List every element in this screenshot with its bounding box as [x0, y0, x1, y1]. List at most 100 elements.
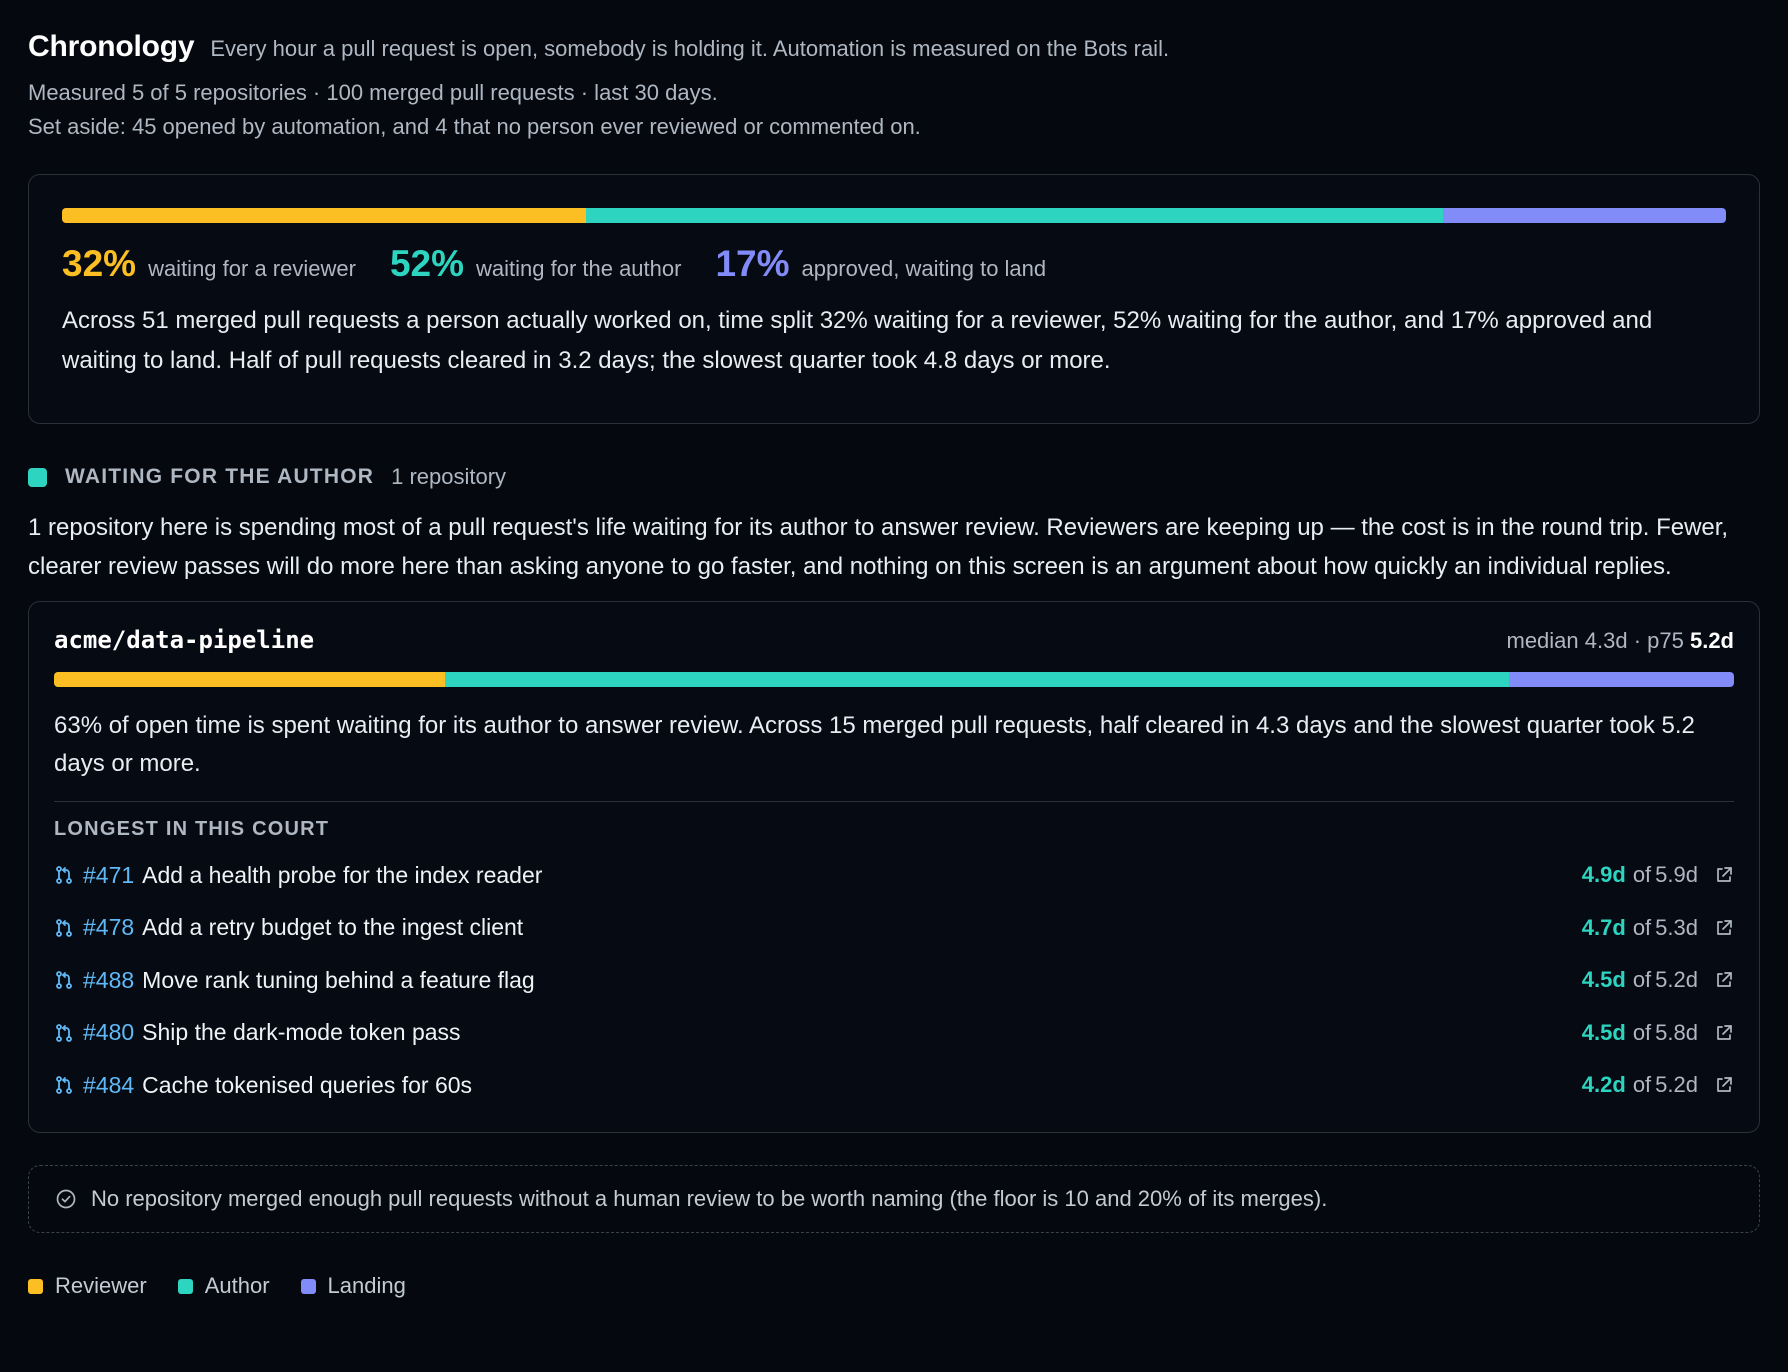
pr-waited-duration: 4.7d: [1581, 914, 1626, 940]
pr-row-right: 4.5d of 5.2d: [1582, 967, 1734, 993]
repo-median-label: median 4.3d · p75: [1506, 628, 1684, 653]
external-link-icon[interactable]: [1714, 918, 1734, 938]
pr-title[interactable]: Add a health probe for the index reader: [142, 861, 543, 888]
pr-number-link[interactable]: #488: [83, 966, 135, 993]
repo-timing-stats: median 4.3d · p75 5.2d: [1507, 628, 1735, 654]
pr-of-label: of: [1632, 967, 1652, 993]
stat-label: waiting for the author: [476, 256, 682, 281]
pr-number-link[interactable]: #480: [83, 1019, 135, 1046]
pull-request-icon: [54, 970, 74, 990]
repo-split-bar: [54, 672, 1734, 687]
bar-segment-reviewer: [62, 208, 587, 223]
pr-row-right: 4.5d of 5.8d: [1582, 1020, 1734, 1046]
pr-row-left: #478 Add a retry budget to the ingest cl…: [54, 914, 523, 941]
bar-segment-reviewer: [54, 672, 446, 687]
repo-header: acme/data-pipeline median 4.3d · p75 5.2…: [54, 626, 1734, 654]
section-header-waiting-for-author: WAITING FOR THE AUTHOR 1 repository: [28, 462, 1760, 492]
external-link-icon[interactable]: [1714, 1075, 1734, 1095]
pull-request-icon: [54, 865, 74, 885]
section-count: 1 repository: [391, 464, 507, 489]
pr-total-duration: 5.3d: [1655, 914, 1698, 940]
section-description: 1 repository here is spending most of a …: [28, 514, 1729, 580]
stat-author: 52% waiting for the author: [390, 243, 682, 285]
page-subtitle: Every hour a pull request is open, someb…: [210, 36, 1170, 61]
section-color-swatch: [28, 467, 47, 487]
external-link-icon[interactable]: [1714, 1023, 1734, 1043]
no-unreviewed-repos-note: No repository merged enough pull request…: [28, 1165, 1760, 1233]
summary-description: Across 51 merged pull requests a person …: [62, 307, 1653, 374]
external-link-icon[interactable]: [1714, 970, 1734, 990]
stat-value: 32%: [62, 243, 137, 284]
stat-value: 52%: [389, 243, 464, 284]
pr-title[interactable]: Cache tokenised queries for 60s: [142, 1071, 473, 1098]
pull-request-icon: [54, 1075, 74, 1095]
legend-item-reviewer: Reviewer: [28, 1273, 147, 1299]
pr-row-left: #488 Move rank tuning behind a feature f…: [54, 967, 535, 994]
legend-label: Landing: [327, 1273, 406, 1298]
note-text: No repository merged enough pull request…: [91, 1186, 1328, 1211]
legend-item-landing: Landing: [300, 1273, 406, 1299]
bar-segment-landing: [1508, 672, 1734, 687]
pr-of-label: of: [1632, 862, 1652, 888]
pr-of-label: of: [1632, 1019, 1652, 1045]
legend-label: Reviewer: [55, 1273, 147, 1298]
pr-title[interactable]: Move rank tuning behind a feature flag: [142, 966, 535, 993]
pr-title[interactable]: Add a retry budget to the ingest client: [142, 914, 524, 941]
external-link-icon[interactable]: [1714, 865, 1734, 885]
pr-number-link[interactable]: #484: [83, 1071, 135, 1098]
legend-swatch-reviewer: [28, 1278, 43, 1294]
pull-request-icon: [54, 918, 74, 938]
pr-row[interactable]: #488 Move rank tuning behind a feature f…: [54, 954, 1734, 1007]
pr-waited-duration: 4.5d: [1581, 967, 1626, 993]
pr-row[interactable]: #480 Ship the dark-mode token pass 4.5d …: [54, 1007, 1734, 1060]
stat-label: approved, waiting to land: [801, 256, 1047, 281]
pr-row[interactable]: #478 Add a retry budget to the ingest cl…: [54, 902, 1734, 955]
legend: Reviewer Author Landing: [28, 1273, 1760, 1299]
pr-row[interactable]: #471 Add a health probe for the index re…: [54, 849, 1734, 902]
page-title: Chronology: [28, 30, 195, 63]
pr-list: #471 Add a health probe for the index re…: [54, 849, 1734, 1112]
pr-waited-duration: 4.9d: [1581, 862, 1626, 888]
longest-list-title: LONGEST IN THIS COURT: [54, 818, 330, 840]
stat-label: waiting for a reviewer: [148, 256, 356, 281]
legend-swatch-landing: [300, 1278, 316, 1294]
stat-landing: 17% approved, waiting to land: [715, 243, 1046, 285]
pr-row-left: #480 Ship the dark-mode token pass: [54, 1019, 461, 1046]
pr-total-duration: 5.9d: [1655, 862, 1698, 888]
pr-total-duration: 5.2d: [1655, 967, 1698, 993]
pr-row-left: #471 Add a health probe for the index re…: [54, 862, 542, 889]
pr-total-duration: 5.2d: [1655, 1072, 1698, 1098]
overall-split-bar: [62, 208, 1726, 223]
page-header: Chronology Every hour a pull request is …: [28, 30, 1760, 64]
pr-title[interactable]: Ship the dark-mode token pass: [142, 1019, 461, 1046]
bar-segment-author: [445, 672, 1509, 687]
pr-number-link[interactable]: #478: [83, 914, 135, 941]
stat-value: 17%: [715, 243, 790, 284]
set-aside-summary: Set aside: 45 opened by automation, and …: [28, 114, 921, 139]
legend-swatch-author: [177, 1278, 193, 1294]
repo-p75-value: 5.2d: [1689, 628, 1734, 653]
bar-segment-author: [586, 208, 1444, 223]
repo-card: acme/data-pipeline median 4.3d · p75 5.2…: [28, 601, 1760, 1133]
legend-item-author: Author: [177, 1273, 270, 1299]
pr-row-right: 4.2d of 5.2d: [1582, 1072, 1734, 1098]
pr-row[interactable]: #484 Cache tokenised queries for 60s 4.2…: [54, 1059, 1734, 1112]
overall-summary-card: 32% waiting for a reviewer 52% waiting f…: [28, 174, 1760, 424]
measured-summary: Measured 5 of 5 repositories · 100 merge…: [28, 80, 718, 105]
pr-waited-duration: 4.2d: [1581, 1072, 1626, 1098]
stat-reviewer: 32% waiting for a reviewer: [62, 243, 356, 285]
legend-label: Author: [204, 1273, 270, 1298]
repo-description: 63% of open time is spent waiting for it…: [54, 707, 1734, 802]
pr-number-link[interactable]: #471: [83, 861, 135, 888]
pull-request-icon: [54, 1023, 74, 1043]
pr-row-right: 4.9d of 5.9d: [1582, 862, 1734, 888]
pr-row-left: #484 Cache tokenised queries for 60s: [54, 1072, 472, 1099]
repo-name[interactable]: acme/data-pipeline: [54, 626, 315, 654]
check-circle-icon: [55, 1188, 77, 1210]
pr-row-right: 4.7d of 5.3d: [1582, 915, 1734, 941]
split-stats: 32% waiting for a reviewer 52% waiting f…: [62, 243, 1726, 285]
bar-segment-landing: [1443, 208, 1726, 223]
section-title: WAITING FOR THE AUTHOR: [65, 465, 375, 488]
pr-total-duration: 5.8d: [1655, 1019, 1698, 1045]
